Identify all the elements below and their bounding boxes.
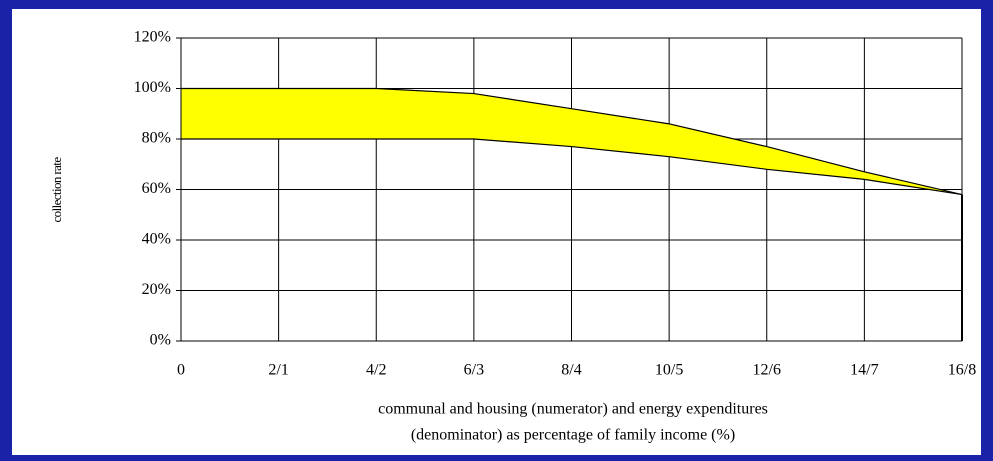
y-tick-label: 0%: [150, 332, 171, 349]
x-tick-label: 6/3: [464, 362, 484, 379]
x-axis-label: (denominator) as percentage of family in…: [411, 427, 735, 444]
y-tick-label: 20%: [142, 281, 171, 298]
x-tick-label: 10/5: [655, 362, 683, 379]
x-tick-label: 8/4: [561, 362, 581, 379]
x-tick-label: 16/8: [948, 362, 976, 379]
area-line: [181, 87, 963, 196]
x-axis-label: communal and housing (numerator) and ene…: [378, 401, 768, 418]
y-tick-label: 40%: [142, 231, 171, 248]
y-tick-label: 100%: [134, 79, 171, 96]
y-axis-label: collection rate: [49, 157, 64, 223]
x-tick-label: 4/2: [366, 362, 386, 379]
x-tick-label: 12/6: [753, 362, 781, 379]
y-tick-label: 120%: [134, 29, 171, 46]
y-tick-label: 60%: [142, 180, 171, 197]
x-tick-label: 2/1: [268, 362, 288, 379]
area-fill: [181, 88, 962, 195]
x-tick-label: 0: [177, 362, 185, 379]
area-line: [181, 138, 963, 196]
frame: [12, 9, 981, 455]
x-tick-label: 14/7: [850, 362, 878, 379]
y-tick-label: 80%: [142, 130, 171, 147]
